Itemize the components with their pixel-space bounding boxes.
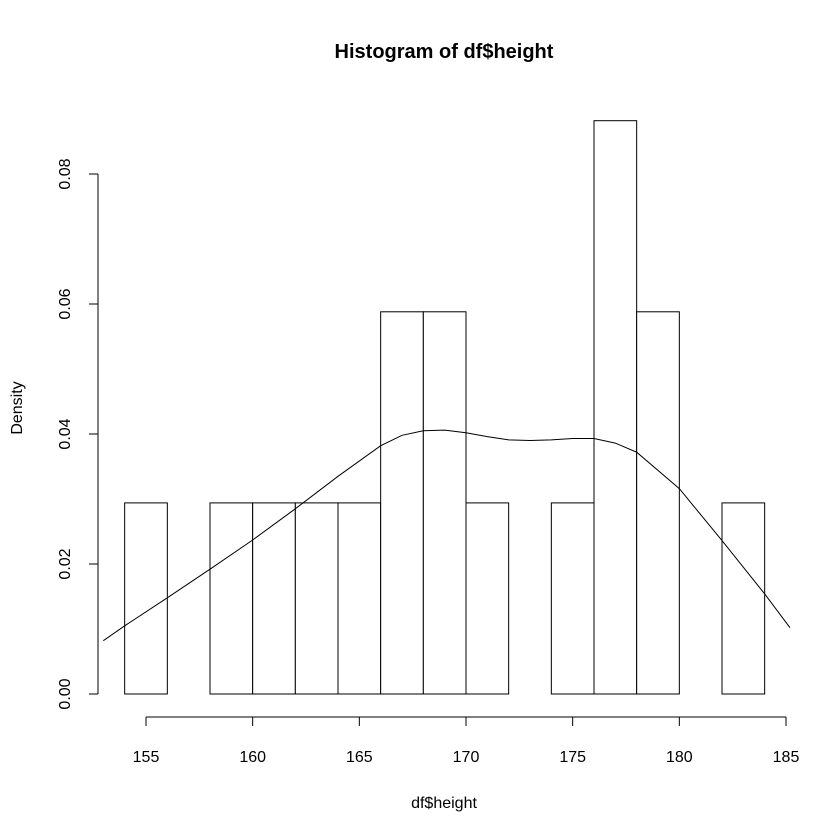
x-tick-label: 160 [239,749,266,766]
x-tick-label: 165 [346,749,373,766]
histogram-bar-162-164 [294,502,339,695]
histogram-bar-178-180 [636,311,680,695]
histogram-bar-174-176 [550,502,595,695]
y-tick-label: 0.02 [57,548,74,579]
histogram-bars [124,120,766,695]
x-tick-label: 175 [559,749,586,766]
histogram-bar-170-172 [465,502,510,695]
y-axis: 0.00 0.02 0.04 0.06 0.08 [57,158,99,710]
y-tick-label: 0.00 [57,678,74,709]
histogram-bar-164-166 [337,502,382,695]
y-axis-label: Density [9,381,26,434]
chart-title: Histogram of df$height [335,41,554,63]
histogram-bar-182-184 [721,502,766,695]
histogram-bar-154-156 [124,502,168,695]
x-axis: 155 160 165 170 175 180 185 [133,716,800,766]
x-tick-label: 170 [453,749,480,766]
histogram-bar-160-162 [252,502,296,695]
histogram-bar-176-178 [593,120,638,695]
histogram-bar-158-160 [209,502,254,695]
y-tick-label: 0.06 [57,288,74,319]
y-tick-label: 0.08 [57,158,74,189]
x-tick-label: 185 [773,749,800,766]
x-tick-label: 155 [133,749,160,766]
density-curve [103,429,791,642]
y-tick-label: 0.04 [57,418,74,449]
x-tick-label: 180 [666,749,693,766]
x-axis-label: df$height [411,795,477,812]
histogram-bar-166-168 [380,311,424,695]
histogram-bar-168-170 [422,311,467,695]
